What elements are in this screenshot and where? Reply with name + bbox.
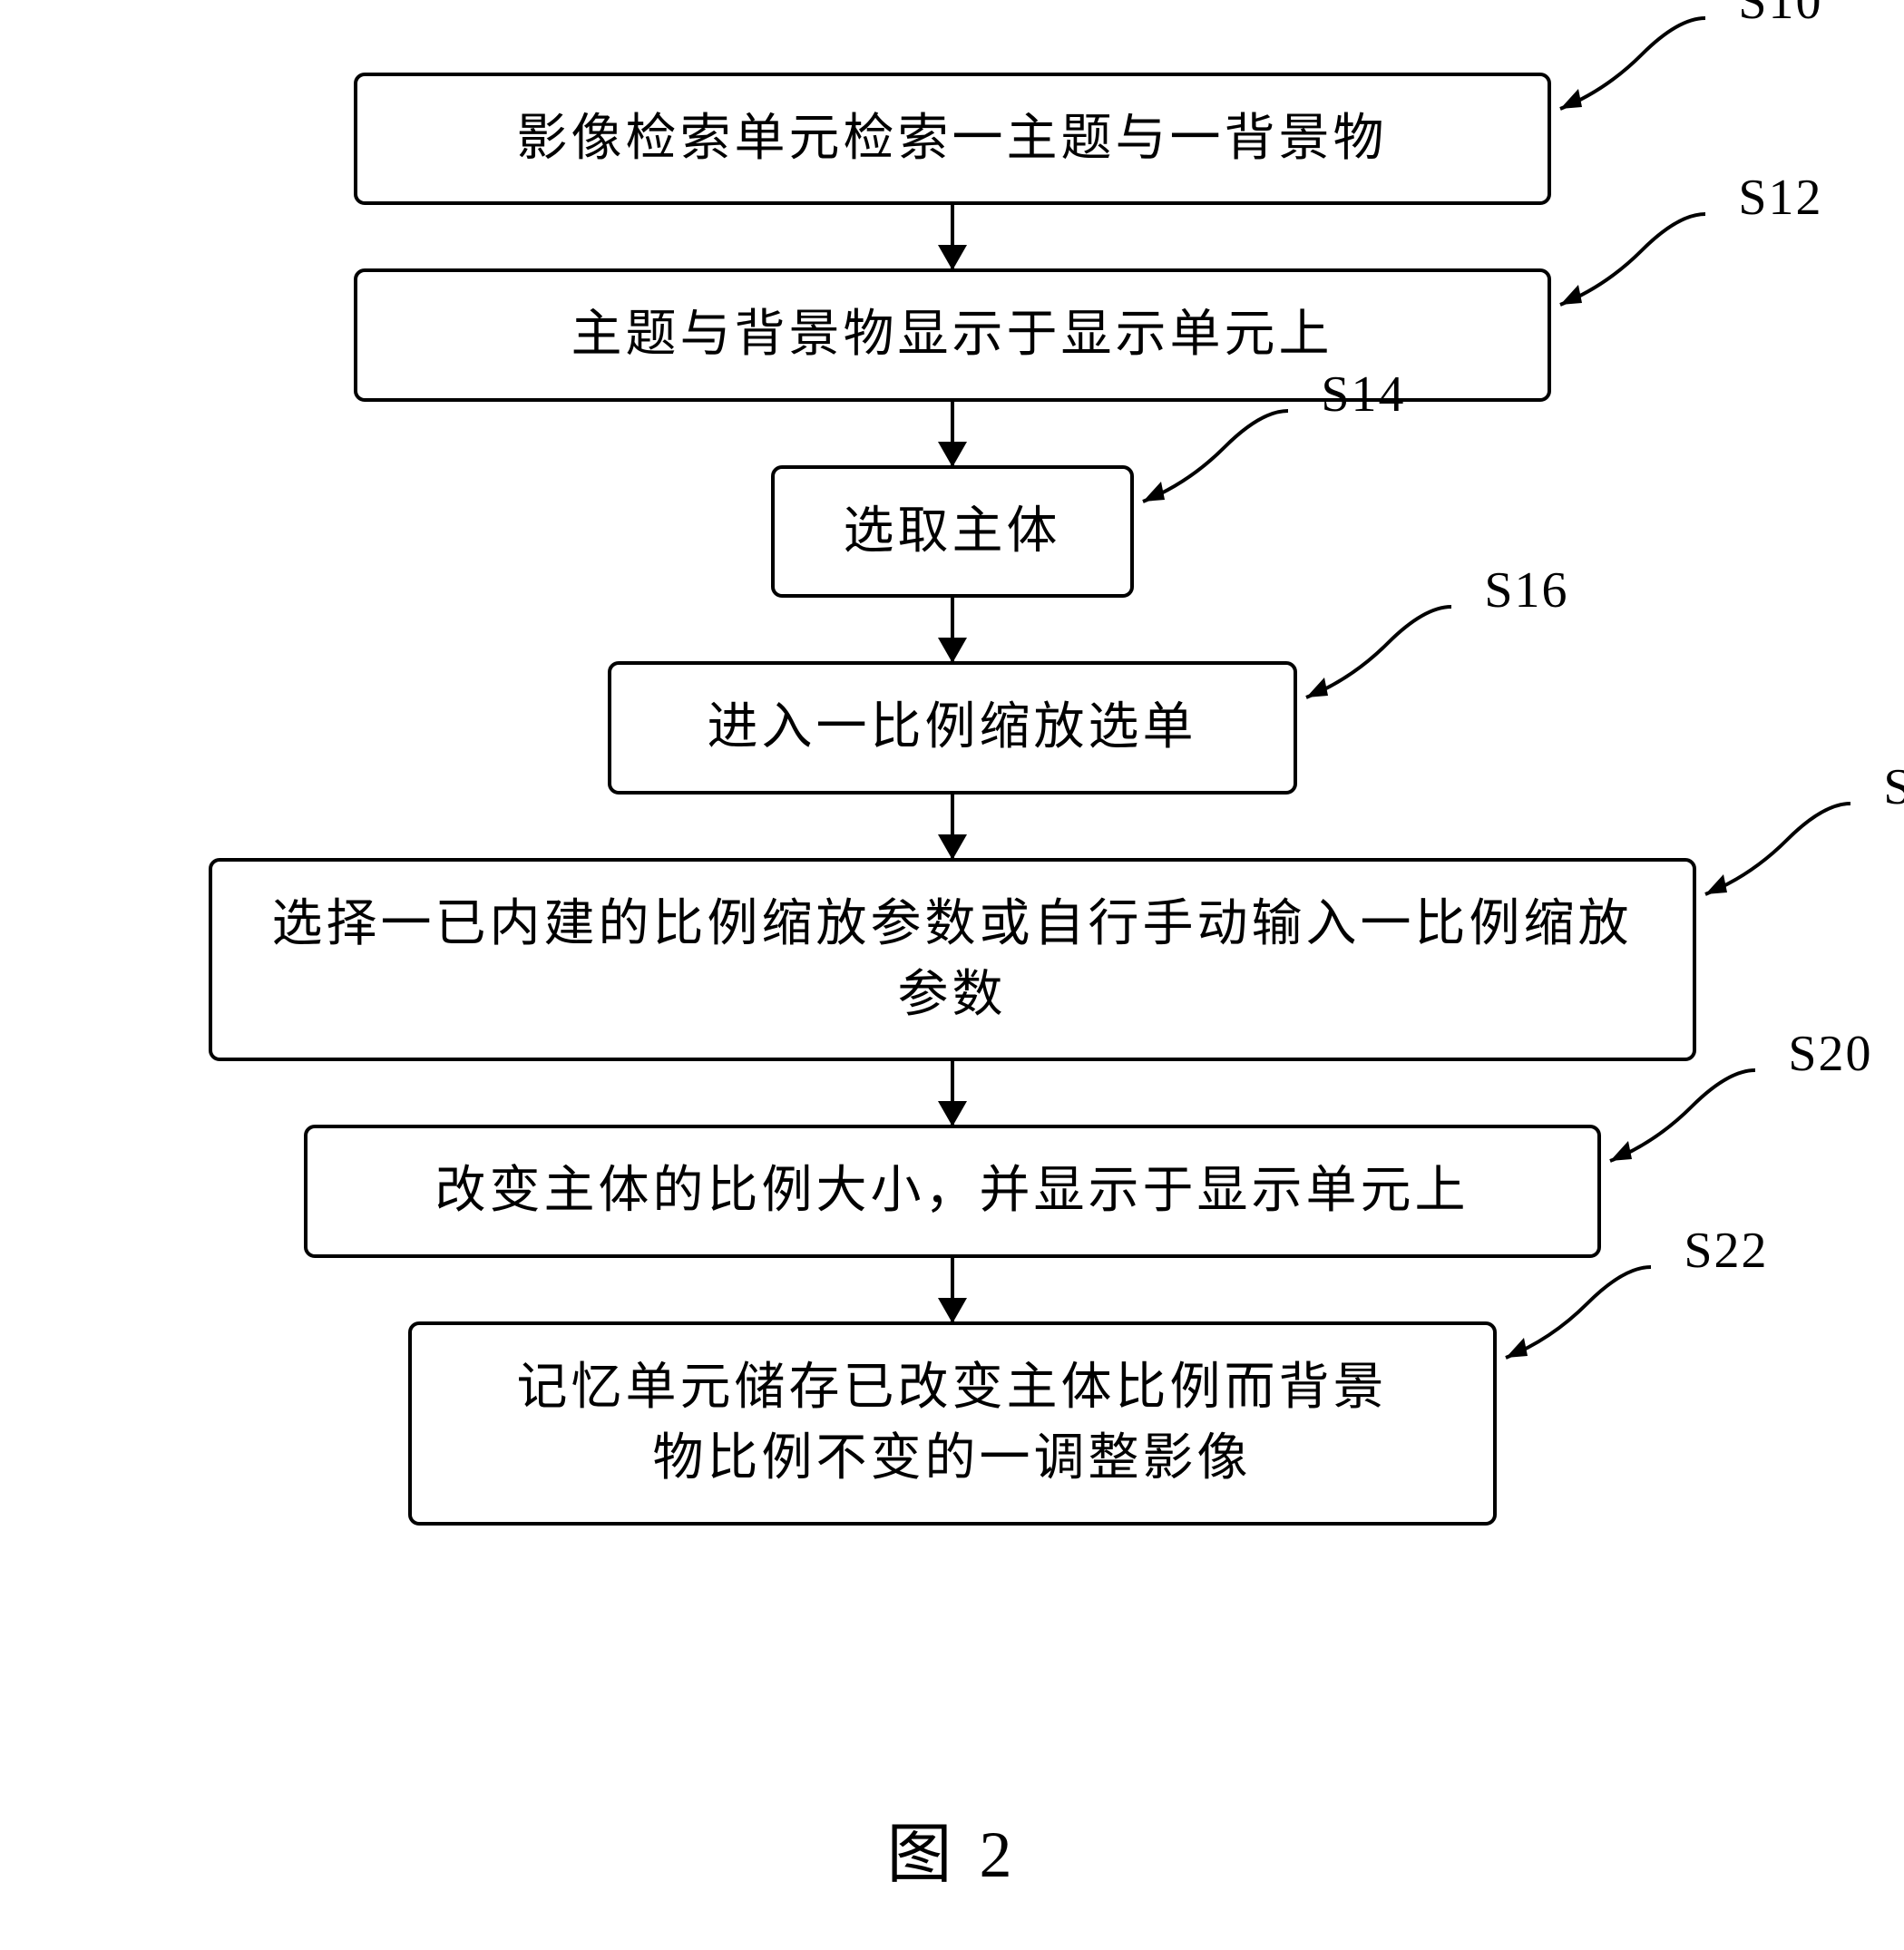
arrow-2: [951, 402, 954, 465]
node-S20-wrap: 改变主体的比例大小，并显示于显示单元上 S20: [304, 1125, 1601, 1257]
label-S10: S10: [1738, 0, 1822, 31]
node-text: 选择一已内建的比例缩放参数或自行手动输入一比例缩放参数: [249, 889, 1656, 1031]
arrow-6: [951, 1258, 954, 1321]
node-text: 进入一比例缩放选单: [708, 692, 1197, 763]
node-S22-wrap: 记忆单元储存已改变主体比例而背景 物比例不变的一调整影像 S22: [408, 1321, 1497, 1526]
flowchart-container: 影像检索单元检索一主题与一背景物 S10 主题与背景物显示于显示单元上 S12 …: [209, 73, 1696, 1526]
node-S10: 影像检索单元检索一主题与一背景物: [354, 73, 1551, 205]
label-S18: S18: [1883, 758, 1904, 816]
arrow-5: [951, 1061, 954, 1125]
node-S20: 改变主体的比例大小，并显示于显示单元上: [304, 1125, 1601, 1257]
leader-S14: [1134, 402, 1297, 511]
label-S16: S16: [1484, 561, 1568, 619]
node-S14-wrap: 选取主体 S14: [771, 465, 1134, 598]
node-text: 改变主体的比例大小，并显示于显示单元上: [435, 1155, 1469, 1226]
leader-S10: [1551, 9, 1714, 118]
leader-S16: [1297, 598, 1460, 707]
leader-S18: [1696, 795, 1860, 903]
node-S16: 进入一比例缩放选单: [608, 661, 1297, 794]
leader-S12: [1551, 205, 1714, 314]
leader-S22: [1497, 1258, 1660, 1367]
node-text: 影像检索单元检索一主题与一背景物: [517, 103, 1388, 174]
arrow-4: [951, 795, 954, 858]
node-S18: 选择一已内建的比例缩放参数或自行手动输入一比例缩放参数: [209, 858, 1696, 1062]
arrow-3: [951, 598, 954, 661]
node-text: 主题与背景物显示于显示单元上: [571, 299, 1333, 370]
label-S20: S20: [1788, 1025, 1872, 1083]
node-S22: 记忆单元储存已改变主体比例而背景 物比例不变的一调整影像: [408, 1321, 1497, 1526]
label-S22: S22: [1684, 1222, 1768, 1280]
node-S16-wrap: 进入一比例缩放选单 S16: [608, 661, 1297, 794]
node-text: 选取主体: [844, 496, 1061, 567]
node-S10-wrap: 影像检索单元检索一主题与一背景物 S10: [354, 73, 1551, 205]
node-text: 记忆单元储存已改变主体比例而背景 物比例不变的一调整影像: [517, 1352, 1388, 1495]
leader-S20: [1601, 1061, 1764, 1170]
node-S14: 选取主体: [771, 465, 1134, 598]
label-S12: S12: [1738, 169, 1822, 227]
arrow-1: [951, 205, 954, 268]
label-S14: S14: [1321, 366, 1405, 424]
figure-caption: 图 2: [0, 1800, 1904, 1896]
node-S18-wrap: 选择一已内建的比例缩放参数或自行手动输入一比例缩放参数 S18: [209, 858, 1696, 1062]
